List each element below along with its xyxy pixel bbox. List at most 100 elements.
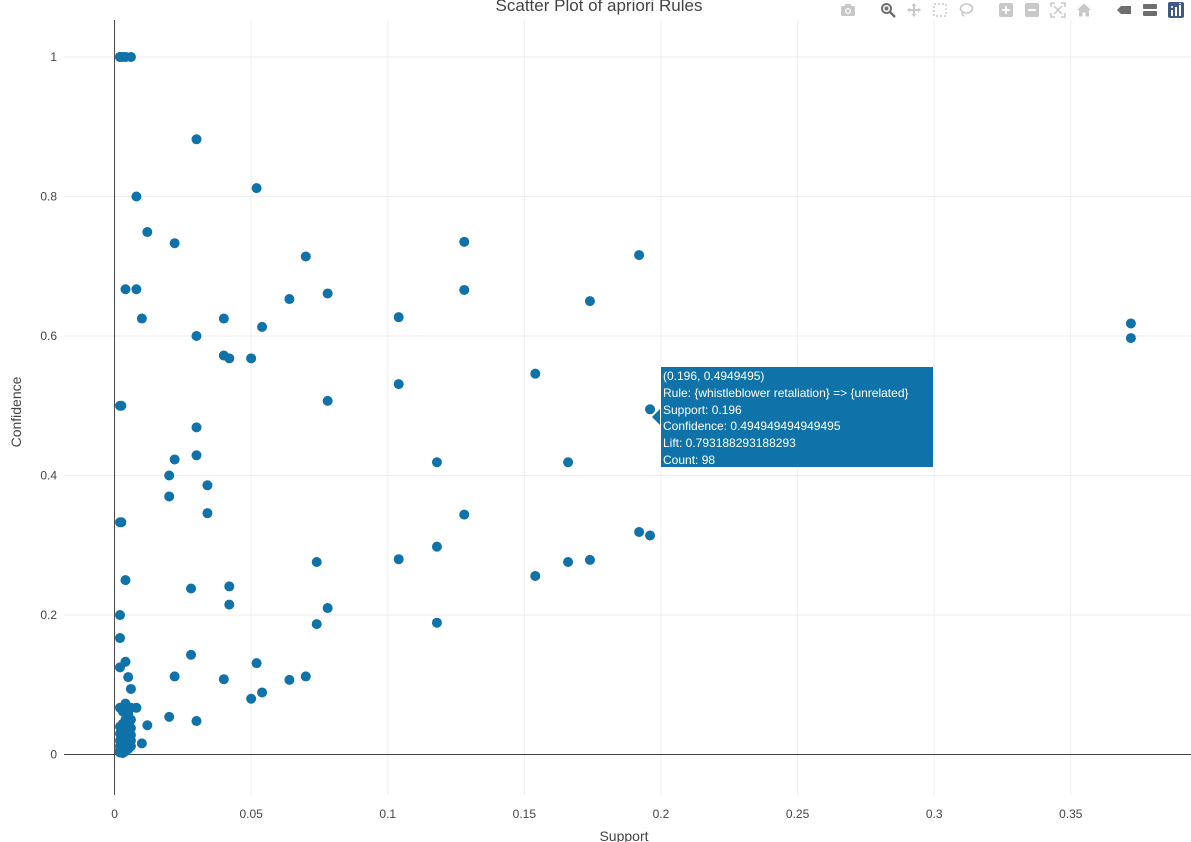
x-tick-label: 0.1 <box>379 807 396 821</box>
data-point[interactable] <box>115 633 126 644</box>
data-point[interactable] <box>393 554 404 565</box>
data-point[interactable] <box>257 321 268 332</box>
data-point[interactable] <box>125 683 136 694</box>
zoom-in-button[interactable] <box>997 1 1015 19</box>
data-point[interactable] <box>202 480 213 491</box>
data-point[interactable] <box>169 454 180 465</box>
data-point[interactable] <box>584 296 595 307</box>
data-point[interactable] <box>218 674 229 685</box>
data-point[interactable] <box>284 294 295 305</box>
autoscale-button[interactable] <box>1049 1 1067 19</box>
data-point[interactable] <box>136 313 147 324</box>
data-point[interactable] <box>459 284 470 295</box>
box-select-icon <box>933 3 947 17</box>
compare-hover-icon <box>1143 4 1157 16</box>
data-point[interactable] <box>115 662 126 673</box>
pan-icon <box>907 3 921 17</box>
data-point[interactable] <box>431 617 442 628</box>
data-point[interactable] <box>164 470 175 481</box>
box-select-button[interactable] <box>931 1 949 19</box>
data-point[interactable] <box>393 379 404 390</box>
data-point[interactable] <box>115 610 126 621</box>
data-point[interactable] <box>191 450 202 461</box>
data-point[interactable] <box>311 619 322 630</box>
x-axis-ticks: 0 0.05 0.1 0.15 0.2 0.25 0.3 0.35 <box>111 807 1083 821</box>
data-point[interactable] <box>164 711 175 722</box>
spike-lines-button[interactable] <box>1115 1 1133 19</box>
data-point[interactable] <box>251 658 262 669</box>
x-tick-label: 0.35 <box>1059 807 1083 821</box>
hover-tooltip-arrow <box>652 409 660 425</box>
data-point[interactable] <box>393 312 404 323</box>
hover-tooltip: (0.196, 0.4949495) Rule: {whistleblower … <box>660 366 934 468</box>
data-point[interactable] <box>136 738 147 749</box>
data-point[interactable] <box>131 191 142 202</box>
data-point[interactable] <box>224 353 235 364</box>
data-point[interactable] <box>563 557 574 568</box>
home-button[interactable] <box>1075 1 1093 19</box>
data-point[interactable] <box>116 517 127 528</box>
data-point[interactable] <box>186 649 197 660</box>
data-point[interactable] <box>120 284 131 295</box>
data-point[interactable] <box>120 575 131 586</box>
data-point[interactable] <box>142 227 153 238</box>
hover-line-coordinates: (0.196, 0.4949495) <box>663 369 765 383</box>
data-point[interactable] <box>322 288 333 299</box>
data-point[interactable] <box>322 603 333 614</box>
camera-button[interactable] <box>839 1 857 19</box>
data-point[interactable] <box>191 134 202 145</box>
hover-line-confidence: Confidence: 0.494949494949495 <box>663 419 841 434</box>
data-point[interactable] <box>191 330 202 341</box>
data-point[interactable] <box>164 491 175 502</box>
data-point[interactable] <box>431 457 442 468</box>
data-point[interactable] <box>142 720 153 731</box>
data-point[interactable] <box>530 368 541 379</box>
data-point[interactable] <box>218 313 229 324</box>
data-point[interactable] <box>634 250 645 261</box>
data-point[interactable] <box>115 51 126 62</box>
data-point[interactable] <box>246 693 257 704</box>
data-point[interactable] <box>186 583 197 594</box>
data-point[interactable] <box>169 671 180 682</box>
data-point[interactable] <box>284 674 295 685</box>
data-point[interactable] <box>1125 333 1136 344</box>
lasso-select-button[interactable] <box>957 1 975 19</box>
data-point[interactable] <box>125 714 136 725</box>
zoom-out-button[interactable] <box>1023 1 1041 19</box>
data-point[interactable] <box>311 557 322 568</box>
data-point[interactable] <box>431 541 442 552</box>
data-point[interactable] <box>322 395 333 406</box>
data-point[interactable] <box>202 508 213 519</box>
data-point[interactable] <box>300 251 311 262</box>
data-point[interactable] <box>169 238 180 249</box>
data-point[interactable] <box>131 702 142 713</box>
data-point[interactable] <box>123 672 134 683</box>
data-point[interactable] <box>224 581 235 592</box>
x-tick-label: 0.15 <box>513 807 537 821</box>
data-point[interactable] <box>117 748 128 759</box>
data-point[interactable] <box>224 599 235 610</box>
data-point[interactable] <box>191 716 202 727</box>
data-point[interactable] <box>131 284 142 295</box>
data-point[interactable] <box>116 400 127 411</box>
data-point[interactable] <box>530 570 541 581</box>
data-point[interactable] <box>459 509 470 520</box>
data-point[interactable] <box>251 183 262 194</box>
data-point[interactable] <box>634 527 645 538</box>
compare-hover-button[interactable] <box>1141 1 1159 19</box>
data-point[interactable] <box>459 236 470 247</box>
data-point[interactable] <box>191 422 202 433</box>
data-point[interactable] <box>300 671 311 682</box>
data-point[interactable] <box>246 353 257 364</box>
data-point[interactable] <box>257 687 268 698</box>
zoom-button[interactable] <box>879 1 897 19</box>
data-point[interactable] <box>563 457 574 468</box>
data-points[interactable] <box>115 51 1136 759</box>
data-point[interactable] <box>125 51 136 62</box>
data-point[interactable] <box>1125 318 1136 329</box>
pan-button[interactable] <box>905 1 923 19</box>
data-point[interactable] <box>584 554 595 565</box>
data-point[interactable] <box>645 530 656 541</box>
plotly-logo-button[interactable] <box>1167 1 1185 19</box>
